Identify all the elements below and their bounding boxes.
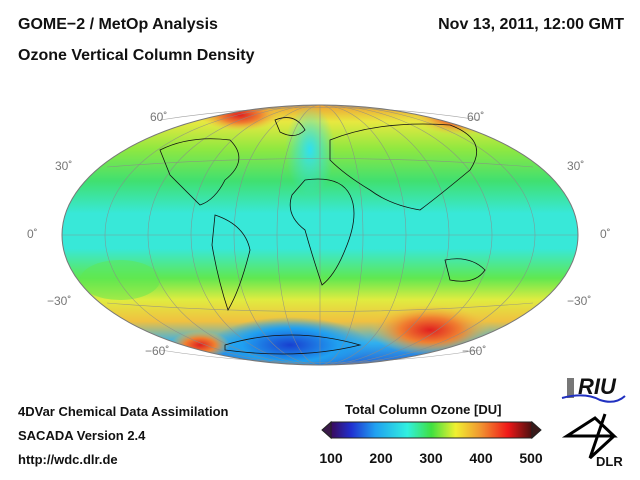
lat-label-left-m60: −60˚ xyxy=(145,344,170,358)
dlr-logo-icon xyxy=(561,413,618,460)
lat-label-right-0: 0˚ xyxy=(600,227,611,241)
lat-label-right-m60: −60˚ xyxy=(462,344,487,358)
riu-logo-icon xyxy=(561,378,626,403)
lat-label-right-60: 60˚ xyxy=(467,110,485,124)
map-title: GOME−2 / MetOp Analysis xyxy=(18,16,218,33)
colorbar xyxy=(321,420,542,440)
lat-label-left-m30: −30˚ xyxy=(47,294,72,308)
lat-label-left-60: 60˚ xyxy=(150,110,168,124)
footer-line2: SACADA Version 2.4 xyxy=(18,428,146,443)
colorbar-title: Total Column Ozone [DU] xyxy=(345,402,502,417)
riu-logo-text: RIU xyxy=(578,374,616,399)
footer-line1: 4DVar Chemical Data Assimilation xyxy=(18,404,229,419)
map-subtitle: Ozone Vertical Column Density xyxy=(18,47,255,64)
map-datetime: Nov 13, 2011, 12:00 GMT xyxy=(438,16,624,33)
lat-label-right-30: 30˚ xyxy=(567,159,585,173)
lat-label-right-m30: −30˚ xyxy=(567,294,592,308)
footer-url[interactable]: http://wdc.dlr.de xyxy=(18,452,118,467)
coastlines xyxy=(159,117,486,355)
map-border xyxy=(61,104,579,366)
colorbar-tick: 300 xyxy=(419,450,443,466)
dlr-logo-text: DLR xyxy=(596,454,623,469)
colorbar-tick: 200 xyxy=(369,450,393,466)
colorbar-tick: 500 xyxy=(519,450,543,466)
colorbar-tick: 400 xyxy=(469,450,493,466)
colorbar-tick: 100 xyxy=(319,450,343,466)
lat-label-left-30: 30˚ xyxy=(55,159,73,173)
lat-label-left-0: 0˚ xyxy=(27,227,38,241)
